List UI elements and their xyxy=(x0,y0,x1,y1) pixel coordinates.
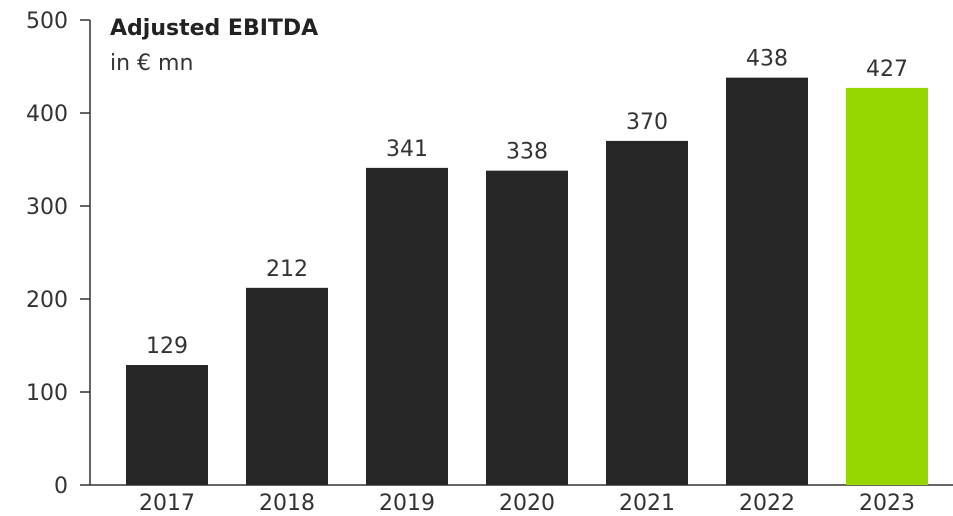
chart-title: Adjusted EBITDA xyxy=(110,16,318,41)
data-label-2021: 370 xyxy=(626,110,668,135)
data-label-2022: 438 xyxy=(746,47,788,72)
data-label-2017: 129 xyxy=(146,334,188,359)
data-label-2018: 212 xyxy=(266,257,308,282)
bar-2019 xyxy=(366,167,448,485)
x-tick-label-2018: 2018 xyxy=(259,491,315,516)
x-tick-label-2021: 2021 xyxy=(619,491,675,516)
y-tick-label: 200 xyxy=(26,288,68,313)
y-tick-label: 300 xyxy=(26,195,68,220)
chart-subtitle: in € mn xyxy=(110,51,193,76)
bars xyxy=(126,77,928,485)
bar-2017 xyxy=(126,365,208,485)
x-tick-label-2022: 2022 xyxy=(739,491,795,516)
y-tick-label: 400 xyxy=(26,102,68,127)
x-tick-labels: 2017 2018 2019 2020 2021 2022 2023 xyxy=(139,491,915,516)
x-tick-label-2023: 2023 xyxy=(859,491,915,516)
x-tick-label-2020: 2020 xyxy=(499,491,555,516)
data-label-2020: 338 xyxy=(506,140,548,165)
x-tick-label-2019: 2019 xyxy=(379,491,435,516)
bar-2020 xyxy=(486,170,568,485)
bar-2021 xyxy=(606,140,688,485)
y-tick-label: 0 xyxy=(54,474,68,499)
bar-2022 xyxy=(726,77,808,485)
bar-2018 xyxy=(246,287,328,485)
data-labels: 129 212 341 338 370 438 427 xyxy=(146,47,908,359)
y-tick-label: 100 xyxy=(26,381,68,406)
x-tick-label-2017: 2017 xyxy=(139,491,195,516)
data-label-2023: 427 xyxy=(866,57,908,82)
data-label-2019: 341 xyxy=(386,137,428,162)
y-ticks: 0 100 200 300 400 500 xyxy=(26,9,90,499)
bar-2023 xyxy=(846,87,928,485)
y-tick-label: 500 xyxy=(26,9,68,34)
